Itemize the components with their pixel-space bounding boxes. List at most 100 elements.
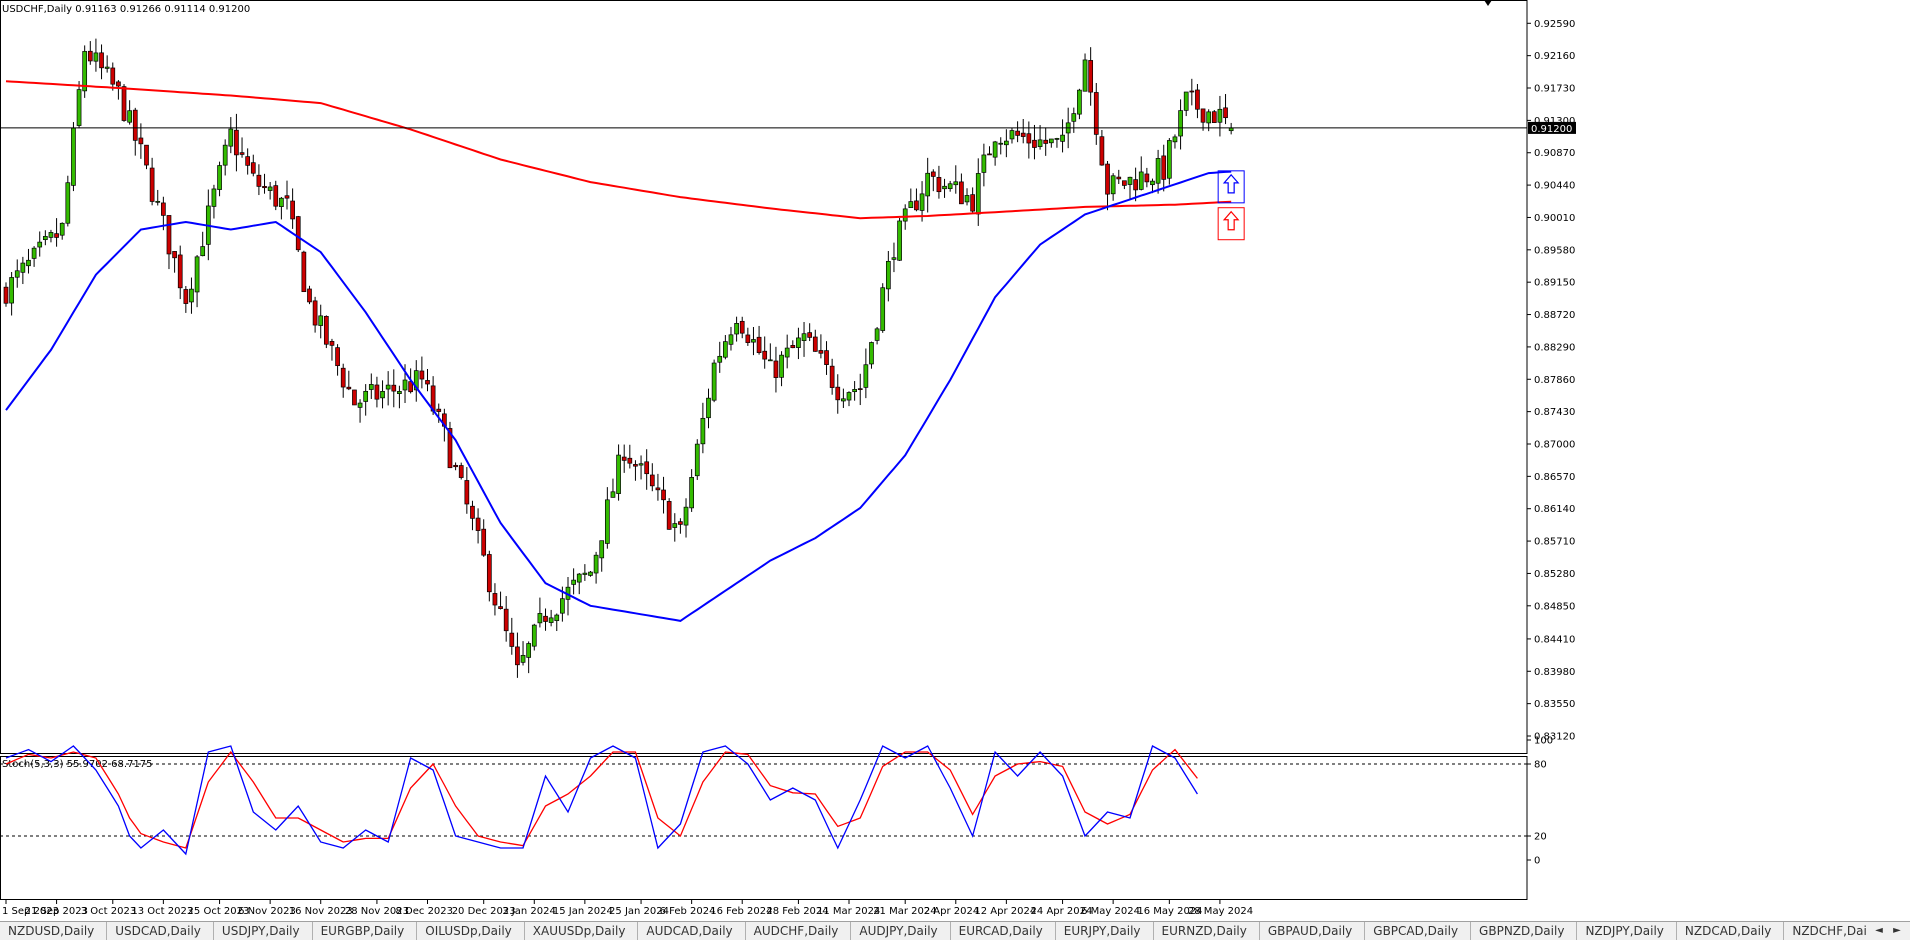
stochastic-axis-label: 80 bbox=[1534, 760, 1547, 771]
bull-candle bbox=[846, 392, 852, 401]
bear-candle bbox=[458, 465, 464, 478]
bear-candle bbox=[110, 67, 116, 85]
bull-candle bbox=[189, 288, 194, 303]
up-arrow-icon bbox=[1222, 210, 1240, 231]
bear-candle bbox=[829, 365, 835, 388]
current-price-label: 0.91200 bbox=[1531, 124, 1572, 135]
symbol-tab[interactable]: OILUSDp,Daily bbox=[417, 922, 525, 940]
price-axis-label: 0.88720 bbox=[1534, 310, 1575, 321]
bull-candle bbox=[925, 172, 931, 197]
symbol-tab[interactable]: EURGBP,Daily bbox=[313, 922, 418, 940]
bear-candle bbox=[436, 408, 442, 412]
symbol-tab[interactable]: NZDCHF,Daily bbox=[1784, 922, 1866, 940]
bull-candle bbox=[14, 270, 20, 278]
symbol-tab[interactable]: NZDCAD,Daily bbox=[1677, 922, 1785, 940]
bear-candle bbox=[295, 216, 301, 251]
bull-candle bbox=[194, 256, 200, 293]
bull-candle bbox=[385, 384, 391, 390]
bear-candle bbox=[1105, 163, 1110, 195]
date-axis-label: 11 Mar 2024 bbox=[817, 906, 880, 917]
bull-candle bbox=[26, 259, 31, 267]
price-axis-label: 0.87860 bbox=[1534, 375, 1575, 386]
symbol-tab[interactable]: USDCAD,Daily bbox=[107, 922, 214, 940]
bull-candle bbox=[82, 51, 88, 92]
scroll-left-icon[interactable]: ◄ bbox=[1875, 925, 1883, 936]
bear-candle bbox=[739, 320, 745, 334]
bull-candle bbox=[380, 391, 385, 399]
bull-candle bbox=[1009, 130, 1015, 140]
bull-candle bbox=[93, 52, 99, 62]
bear-candle bbox=[666, 501, 672, 530]
bear-candle bbox=[340, 367, 346, 388]
bear-candle bbox=[1043, 139, 1049, 144]
symbol-tab[interactable]: EURJPY,Daily bbox=[1056, 922, 1154, 940]
symbol-tab[interactable]: GBPNZD,Daily bbox=[1471, 922, 1578, 940]
date-axis-label: 2 Apr 2024 bbox=[924, 906, 979, 917]
bull-candle bbox=[1054, 138, 1060, 140]
bull-candle bbox=[571, 579, 576, 585]
scroll-right-icon[interactable]: ► bbox=[1893, 925, 1901, 936]
symbol-tab[interactable]: NZDJPY,Daily bbox=[1577, 922, 1677, 940]
bull-candle bbox=[672, 523, 678, 528]
date-axis-label: 8 Dec 2023 bbox=[396, 906, 454, 917]
bear-candle bbox=[453, 464, 458, 468]
bear-candle bbox=[183, 289, 189, 304]
candles-group bbox=[3, 38, 1234, 678]
bull-candle bbox=[402, 379, 408, 391]
symbol-tab[interactable]: EURNZD,Daily bbox=[1154, 922, 1260, 940]
bear-candle bbox=[1020, 132, 1026, 137]
symbol-tab[interactable]: AUDCHF,Daily bbox=[746, 922, 852, 940]
bear-candle bbox=[1189, 90, 1195, 93]
bull-candle bbox=[228, 128, 234, 147]
symbol-tab[interactable]: USDJPY,Daily bbox=[214, 922, 313, 940]
symbol-tab[interactable]: GBPAUD,Daily bbox=[1260, 922, 1366, 940]
bull-candle bbox=[801, 333, 807, 341]
bull-candle bbox=[919, 193, 925, 211]
symbol-tab[interactable]: EURCAD,Daily bbox=[951, 922, 1056, 940]
bear-candle bbox=[475, 517, 481, 531]
bear-candle bbox=[1133, 179, 1138, 191]
bull-candle bbox=[548, 617, 554, 623]
buy-arrow bbox=[1217, 170, 1245, 204]
bull-candle bbox=[1071, 113, 1077, 122]
symbol-tab[interactable]: AUDCAD,Daily bbox=[638, 922, 746, 940]
bull-candle bbox=[9, 277, 14, 304]
symbol-tab[interactable]: NZDUSD,Daily bbox=[0, 922, 108, 940]
bear-candle bbox=[857, 388, 863, 390]
bull-candle bbox=[869, 342, 874, 365]
bear-candle bbox=[807, 332, 813, 338]
symbol-tab[interactable]: XAUUSDp,Daily bbox=[525, 922, 639, 940]
bull-candle bbox=[526, 643, 532, 658]
bear-candle bbox=[121, 86, 127, 121]
bull-candle bbox=[1155, 158, 1161, 184]
symbol-tab[interactable]: GBPCAD,Daily bbox=[1365, 922, 1472, 940]
bear-candle bbox=[301, 251, 307, 293]
bull-candle bbox=[717, 355, 723, 363]
bear-candle bbox=[1144, 173, 1150, 183]
bull-candle bbox=[560, 598, 565, 614]
date-axis-label: 1 Sep 2023 bbox=[2, 906, 59, 917]
price-axis-label: 0.85710 bbox=[1534, 537, 1575, 548]
price-axis-label: 0.90870 bbox=[1534, 148, 1575, 159]
bull-candle bbox=[217, 165, 222, 190]
bear-candle bbox=[1099, 136, 1105, 166]
bear-candle bbox=[818, 350, 824, 354]
bear-candle bbox=[835, 386, 841, 401]
bear-candle bbox=[323, 315, 329, 345]
symbol-tab-bar: NZDUSD,Daily USDCAD,Daily USDJPY,Daily EURG… bbox=[0, 921, 1910, 940]
bear-candle bbox=[1116, 176, 1122, 180]
symbol-header: USDCHF,Daily 0.91163 0.91266 0.91114 0.9… bbox=[2, 4, 250, 15]
bull-candle bbox=[582, 572, 588, 575]
bear-candle bbox=[239, 152, 245, 155]
price-axis-label: 0.89150 bbox=[1534, 278, 1575, 289]
bull-candle bbox=[908, 201, 914, 208]
date-axis-label: 28 May 2024 bbox=[1188, 906, 1253, 917]
date-axis-label: 28 Feb 2024 bbox=[766, 906, 828, 917]
price-axis-label: 0.91730 bbox=[1534, 84, 1575, 95]
symbol-tab[interactable]: AUDJPY,Daily bbox=[851, 922, 951, 940]
bear-candle bbox=[374, 384, 380, 400]
bull-candle bbox=[1178, 110, 1183, 137]
bear-candle bbox=[149, 167, 155, 202]
bull-candle bbox=[1110, 175, 1116, 195]
